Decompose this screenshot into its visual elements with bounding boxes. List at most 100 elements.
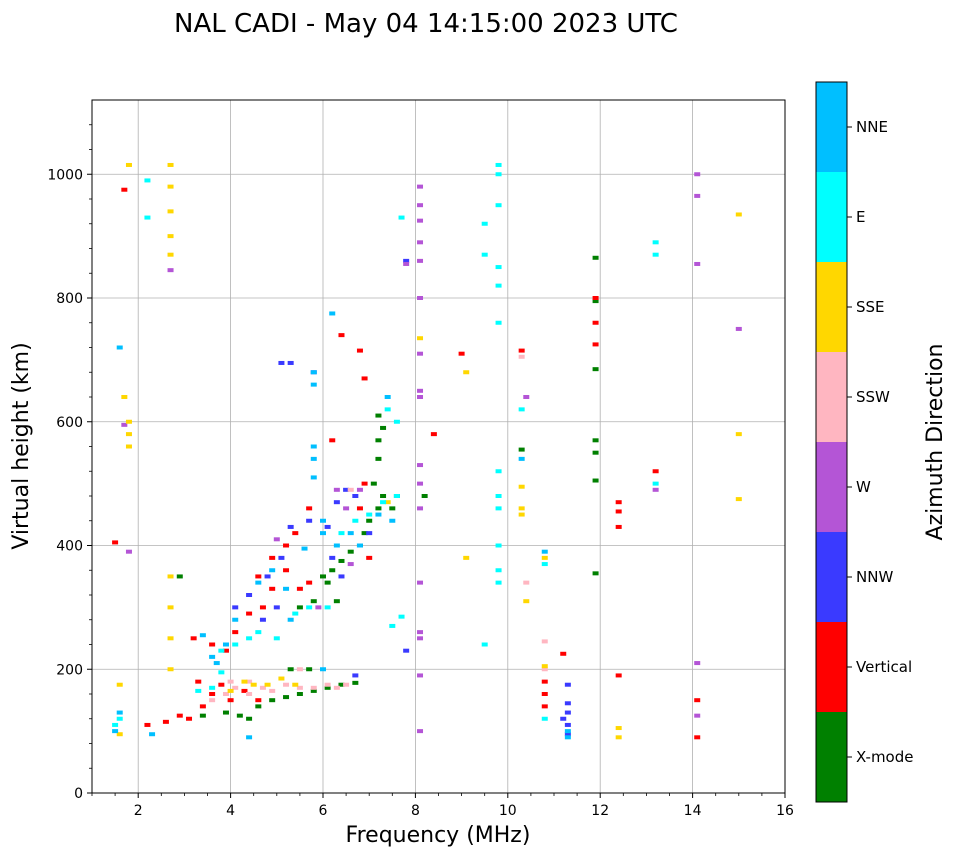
data-point-vertical	[218, 682, 225, 687]
x-tick-label: 8	[411, 803, 420, 819]
data-point-nne	[149, 732, 156, 737]
data-point-ssw	[333, 685, 340, 690]
data-point-vertical	[592, 342, 599, 347]
data-point-nne	[116, 710, 123, 715]
data-point-nne	[116, 345, 123, 350]
data-point-x-mode	[296, 692, 303, 696]
data-point-x-mode	[592, 255, 599, 260]
data-point-nnw	[564, 701, 571, 706]
data-point-e	[495, 494, 502, 498]
data-point-nne	[222, 642, 229, 647]
data-point-nnw	[352, 494, 359, 498]
data-point-w	[417, 673, 424, 678]
data-point-e	[209, 685, 216, 690]
data-point-sse	[518, 512, 525, 517]
data-point-x-mode	[310, 599, 317, 604]
data-point-nne	[564, 735, 571, 740]
data-point-e	[495, 568, 502, 573]
x-tick-label: 16	[776, 803, 794, 819]
colorbar-segment	[816, 352, 847, 442]
data-point-ssw	[347, 487, 354, 492]
data-point-e	[389, 623, 396, 628]
data-point-vertical	[560, 651, 567, 656]
data-point-ssw	[523, 580, 530, 585]
data-point-w	[417, 296, 424, 300]
data-point-vertical	[366, 555, 373, 560]
data-point-x-mode	[329, 568, 336, 573]
data-point-vertical	[269, 555, 276, 560]
data-point-w	[417, 388, 424, 393]
data-point-vertical	[615, 524, 622, 529]
data-point-sse	[241, 679, 248, 684]
data-point-nnw	[403, 258, 410, 263]
data-point-sse	[541, 664, 548, 669]
data-point-vertical	[227, 698, 234, 703]
data-point-e	[218, 648, 225, 653]
data-point-x-mode	[592, 450, 599, 455]
data-point-w	[694, 193, 701, 198]
data-point-x-mode	[592, 438, 599, 443]
data-point-x-mode	[592, 299, 599, 304]
data-point-vertical	[255, 698, 262, 703]
data-point-x-mode	[324, 580, 331, 585]
data-point-nne	[269, 568, 276, 573]
data-point-sse	[250, 682, 257, 687]
data-point-e	[232, 642, 239, 647]
data-point-e	[306, 605, 313, 610]
data-point-nne	[213, 661, 220, 666]
data-point-vertical	[694, 698, 701, 703]
data-point-e	[495, 580, 502, 585]
data-point-ssw	[259, 685, 266, 690]
data-point-vertical	[356, 506, 363, 511]
data-point-x-mode	[361, 531, 368, 536]
data-point-x-mode	[255, 704, 262, 709]
data-point-nne	[112, 729, 119, 734]
data-point-nnw	[403, 648, 410, 653]
data-point-vertical	[361, 376, 368, 381]
data-point-x-mode	[592, 478, 599, 483]
data-point-sse	[167, 636, 174, 641]
data-point-e	[495, 506, 502, 511]
data-point-e	[393, 419, 400, 424]
data-point-e	[481, 252, 488, 257]
data-point-w	[417, 729, 424, 734]
data-point-vertical	[112, 540, 119, 545]
data-point-e	[195, 688, 202, 693]
data-point-nnw	[352, 673, 359, 678]
data-point-e	[652, 252, 659, 257]
colorbar-segment	[816, 82, 847, 172]
data-point-e	[366, 512, 373, 517]
data-point-e	[652, 481, 659, 486]
data-point-vertical	[209, 692, 216, 696]
data-point-ssw	[296, 667, 303, 672]
data-point-ssw	[310, 685, 317, 690]
data-point-nne	[320, 667, 326, 672]
data-point-ssw	[343, 682, 350, 687]
data-point-x-mode	[338, 558, 345, 563]
data-point-vertical	[255, 574, 262, 579]
x-tick-label: 10	[499, 803, 517, 819]
data-point-sse	[167, 667, 174, 672]
data-point-nne	[564, 729, 571, 734]
data-point-vertical	[329, 438, 336, 443]
data-point-x-mode	[338, 682, 345, 687]
data-point-vertical	[292, 531, 299, 536]
data-point-e	[652, 240, 659, 245]
data-point-vertical	[306, 580, 313, 585]
data-point-e	[495, 320, 502, 325]
data-point-nne	[310, 382, 317, 387]
data-point-w	[694, 261, 701, 266]
data-point-x-mode	[222, 710, 229, 715]
data-point-w	[694, 661, 701, 666]
data-point-nnw	[259, 617, 266, 622]
data-point-sse	[125, 162, 132, 167]
data-point-nne	[310, 456, 317, 461]
data-point-w	[273, 537, 280, 542]
colorbar-tick-label: X-mode	[856, 748, 913, 766]
data-point-nne	[384, 395, 391, 399]
data-point-nne	[356, 543, 363, 548]
data-point-sse	[167, 162, 174, 167]
data-point-nne	[199, 633, 206, 638]
colorbar-tick-label: SSW	[856, 388, 890, 406]
